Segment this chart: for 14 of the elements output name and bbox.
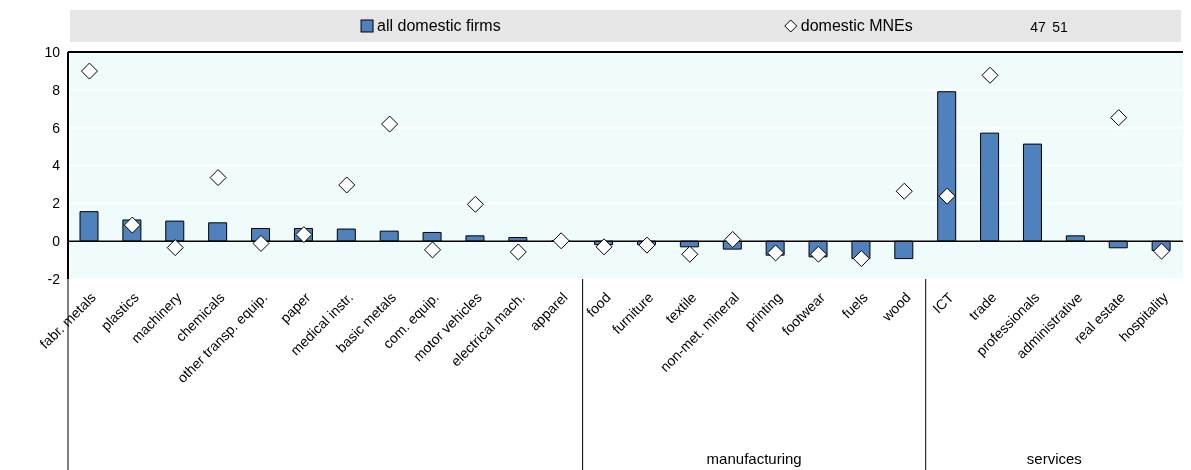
y-tick-label: 10 xyxy=(44,43,61,60)
y-tick-label: 2 xyxy=(52,195,61,212)
y-tick-label: 4 xyxy=(52,157,61,174)
legend-label: all domestic firms xyxy=(377,17,501,34)
text: manufacturing xyxy=(706,450,802,467)
text: 47 xyxy=(1030,19,1047,35)
legend-label: domestic MNEs xyxy=(800,17,913,34)
y-tick-label: 8 xyxy=(52,81,61,98)
text: services xyxy=(1026,450,1082,467)
y-tick-label: 6 xyxy=(52,119,61,136)
y-tick-label: 0 xyxy=(52,233,61,250)
y-tick-label: -2 xyxy=(47,270,61,287)
x-tick-label: ICT xyxy=(929,288,957,317)
text: 51 xyxy=(1052,19,1069,35)
